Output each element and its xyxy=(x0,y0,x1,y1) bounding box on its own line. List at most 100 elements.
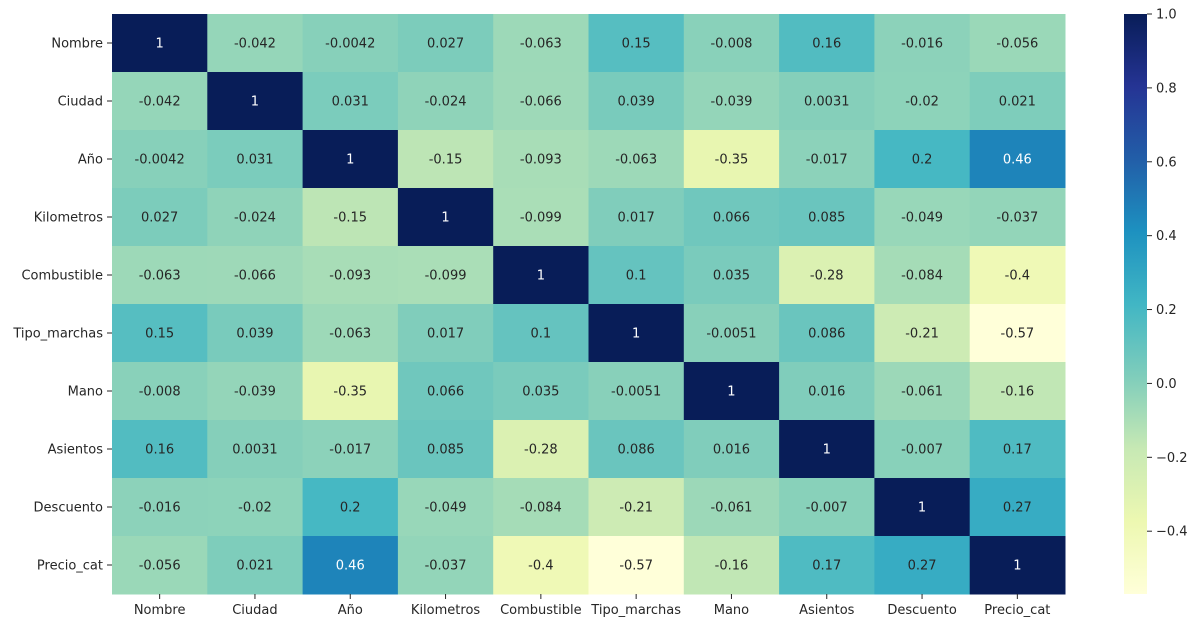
heatmap-cell xyxy=(112,478,208,537)
cell-value-label: -0.042 xyxy=(139,95,181,110)
heatmap-cell xyxy=(397,130,494,189)
heatmap-cell xyxy=(588,188,685,247)
cell-value-label: 1 xyxy=(1013,559,1021,574)
cell-value-label: 0.27 xyxy=(1003,501,1032,516)
x-tick-label: Descuento xyxy=(887,603,957,618)
cell-value-label: 0.016 xyxy=(808,385,845,400)
cell-value-label: -0.061 xyxy=(901,385,943,400)
heatmap-cell xyxy=(493,478,589,537)
cell-value-label: -0.0042 xyxy=(325,37,375,52)
cell-value-label: -0.063 xyxy=(329,327,371,342)
heatmap-cell xyxy=(397,72,494,131)
heatmap-cell xyxy=(207,14,304,73)
colorbar-tick-label: −0.2 xyxy=(1156,451,1188,466)
cell-value-label: 0.16 xyxy=(145,443,174,458)
cell-value-label: 0.17 xyxy=(812,559,841,574)
heatmap-cell xyxy=(683,188,780,247)
y-axis-tick-labels: Nombre Ciudad Año Kilometros Combustible Tipo… xyxy=(12,37,112,574)
colorbar-tick-label: 0.4 xyxy=(1156,229,1177,244)
heatmap-cell xyxy=(969,304,1066,363)
heatmap-cell xyxy=(302,536,399,595)
cell-value-label: -0.0051 xyxy=(611,385,661,400)
cell-value-label: 0.086 xyxy=(808,327,845,342)
cell-value-label: -0.28 xyxy=(524,443,558,458)
heatmap-cell xyxy=(493,536,589,595)
cell-value-label: -0.049 xyxy=(425,501,467,516)
cell-value-label: 0.15 xyxy=(622,37,651,52)
cell-value-label: -0.008 xyxy=(710,37,752,52)
y-tick-label: Precio_cat xyxy=(37,559,103,574)
cell-value-label: 0.035 xyxy=(522,385,559,400)
heatmap-cell xyxy=(493,304,589,363)
heatmap-cell xyxy=(874,188,971,247)
cell-value-label: 0.066 xyxy=(427,385,464,400)
cell-value-label: -0.57 xyxy=(619,559,653,574)
heatmap-cell xyxy=(969,536,1066,595)
cell-value-label: 0.039 xyxy=(236,327,273,342)
heatmap-cell xyxy=(874,72,971,131)
cell-value-label: -0.039 xyxy=(710,95,752,110)
heatmap-cell xyxy=(969,188,1066,247)
heatmap-cell xyxy=(779,420,875,479)
heatmap-cell xyxy=(397,478,494,537)
colorbar-tick-label: 0.6 xyxy=(1156,155,1177,170)
heatmap-cell xyxy=(207,246,304,305)
heatmap-cell xyxy=(397,246,494,305)
cell-value-label: 0.17 xyxy=(1003,443,1032,458)
cell-value-label: 1 xyxy=(346,153,354,168)
cell-value-label: 0.066 xyxy=(713,211,750,226)
colorbar-tick-label: 1.0 xyxy=(1156,8,1177,23)
cell-value-label: -0.037 xyxy=(996,211,1038,226)
colorbar-tick-label: −0.4 xyxy=(1156,525,1188,540)
cell-value-label: -0.056 xyxy=(996,37,1038,52)
cell-value-label: -0.042 xyxy=(234,37,276,52)
heatmap-cell xyxy=(207,362,304,421)
cell-value-label: 0.1 xyxy=(626,269,647,284)
heatmap-cell xyxy=(683,362,780,421)
cell-value-label: -0.35 xyxy=(333,385,367,400)
colorbar-tick-label: 0.8 xyxy=(1156,81,1177,96)
cell-value-label: -0.57 xyxy=(1001,327,1035,342)
cell-value-label: -0.21 xyxy=(619,501,653,516)
heatmap-cell xyxy=(969,130,1066,189)
x-axis-tick-labels: Nombre Ciudad Año Kilometros Combustible Tipo… xyxy=(134,594,1050,618)
cell-value-label: -0.024 xyxy=(425,95,467,110)
cell-value-label: -0.017 xyxy=(329,443,371,458)
heatmap-cell xyxy=(207,478,304,537)
cell-value-label: -0.007 xyxy=(901,443,943,458)
heatmap-cell xyxy=(493,130,589,189)
y-tick-label: Combustible xyxy=(21,269,103,284)
x-tick-label: Tipo_marchas xyxy=(590,603,681,618)
heatmap-cell xyxy=(207,420,304,479)
heatmap-cell xyxy=(207,72,304,131)
colorbar-gradient xyxy=(1124,14,1147,594)
cell-value-label: -0.21 xyxy=(905,327,939,342)
y-tick-label: Mano xyxy=(68,385,103,400)
cell-value-label: 0.46 xyxy=(1003,153,1032,168)
heatmap-cell xyxy=(397,304,494,363)
cell-value-label: 0.27 xyxy=(908,559,937,574)
cell-value-label: 0.2 xyxy=(340,501,361,516)
cell-value-label: -0.061 xyxy=(710,501,752,516)
heatmap-cell xyxy=(397,14,494,73)
heatmap-cell xyxy=(779,246,875,305)
heatmap-cell xyxy=(779,130,875,189)
cell-value-label: 0.46 xyxy=(336,559,365,574)
cell-value-label: -0.35 xyxy=(715,153,749,168)
heatmap-cell xyxy=(969,362,1066,421)
heatmap-cell xyxy=(302,304,399,363)
cell-value-label: 0.085 xyxy=(808,211,845,226)
heatmap-cell xyxy=(112,72,208,131)
heatmap-cell xyxy=(683,72,780,131)
heatmap-cell xyxy=(779,478,875,537)
cell-value-label: -0.063 xyxy=(520,37,562,52)
heatmap-cell xyxy=(588,304,685,363)
heatmap-cell xyxy=(207,130,304,189)
cell-value-label: 0.021 xyxy=(999,95,1036,110)
cell-value-label: -0.02 xyxy=(905,95,939,110)
heatmap-cell xyxy=(874,130,971,189)
cell-value-label: 0.027 xyxy=(141,211,178,226)
x-tick-label: Combustible xyxy=(500,603,582,618)
cell-value-label: 1 xyxy=(632,327,640,342)
